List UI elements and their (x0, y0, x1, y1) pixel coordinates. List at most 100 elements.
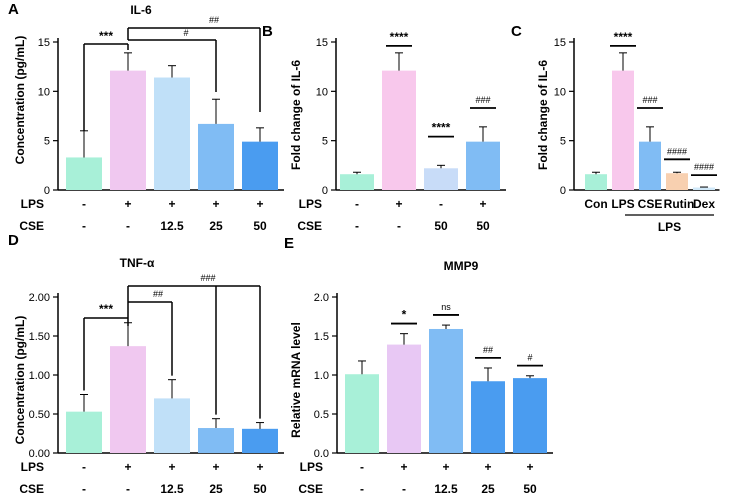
bar (154, 398, 190, 453)
y-tick-label: 0.5 (314, 409, 329, 421)
sig-label: **** (614, 30, 633, 44)
condition-cell: - (82, 219, 86, 233)
bar (466, 141, 500, 190)
condition-cell: 50 (434, 219, 448, 233)
bar (666, 173, 688, 190)
category-label: Dex (693, 197, 715, 211)
bar (198, 428, 234, 453)
condition-cell: 12.5 (160, 219, 184, 233)
y-tick-label: 0 (322, 185, 328, 197)
sig-label: #### (694, 162, 714, 172)
condition-cell: - (126, 482, 130, 496)
y-tick-label: 1.0 (314, 370, 329, 382)
bar (639, 141, 661, 190)
sig-label: **** (390, 30, 409, 44)
bar (66, 157, 102, 190)
y-tick-label: 10 (316, 86, 328, 98)
bar (242, 141, 278, 190)
condition-cell: + (168, 460, 175, 474)
condition-row-label: LPS (299, 197, 322, 211)
condition-cell: - (355, 219, 359, 233)
condition-cell: 12.5 (434, 482, 458, 496)
condition-cell: 50 (253, 482, 267, 496)
condition-cell: + (479, 197, 486, 211)
condition-row-label: CSE (298, 482, 323, 496)
condition-cell: + (168, 197, 175, 211)
condition-cell: 50 (476, 219, 490, 233)
condition-cell: - (82, 460, 86, 474)
condition-cell: + (256, 460, 263, 474)
y-tick-label: 0 (44, 185, 50, 197)
condition-cell: - (82, 482, 86, 496)
bar (110, 70, 146, 190)
y-tick-label: 5 (322, 136, 328, 148)
category-label: CSE (638, 197, 663, 211)
chart-title: TNF-α (120, 256, 155, 270)
category-label: Rutin (664, 197, 695, 211)
panel-label: C (511, 23, 522, 40)
bar (424, 168, 458, 190)
condition-cell: - (126, 219, 130, 233)
condition-cell: + (484, 460, 491, 474)
category-label: LPS (611, 197, 634, 211)
sig-label: **** (432, 121, 451, 135)
sig-label: ### (475, 95, 490, 105)
panel-label: B (262, 23, 273, 40)
condition-row-label: LPS (21, 197, 44, 211)
bar (154, 77, 190, 190)
y-tick-label: 0.50 (29, 409, 50, 421)
chart-title: MMP9 (444, 259, 479, 273)
y-axis-label: Relative mRNA level (289, 322, 303, 438)
sig-label: ns (441, 302, 451, 312)
y-tick-label: 5 (44, 136, 50, 148)
chart-title: IL-6 (130, 3, 152, 17)
panel-label: A (8, 1, 19, 18)
condition-cell: + (442, 460, 449, 474)
y-axis-label: Concentration (pg/mL) (13, 316, 27, 445)
sig-label: * (402, 308, 407, 322)
condition-cell: + (400, 460, 407, 474)
sig-label: ## (483, 345, 493, 355)
sig-label: ### (642, 95, 657, 105)
panel-label: E (284, 235, 294, 252)
bar (198, 123, 234, 190)
condition-cell: - (82, 197, 86, 211)
condition-cell: - (397, 219, 401, 233)
condition-cell: 25 (209, 482, 223, 496)
bar (345, 374, 379, 453)
y-tick-label: 5 (560, 136, 566, 148)
y-axis-label: Fold change of IL-6 (289, 60, 303, 170)
y-tick-label: 0.00 (29, 448, 50, 460)
category-label: Con (584, 197, 607, 211)
bar (110, 346, 146, 453)
condition-cell: 50 (253, 219, 267, 233)
bar (387, 344, 421, 453)
condition-cell: + (526, 460, 533, 474)
y-tick-label: 15 (554, 37, 566, 49)
condition-cell: - (360, 460, 364, 474)
bar (585, 174, 607, 190)
condition-cell: - (439, 197, 443, 211)
sig-label: ## (153, 289, 163, 299)
bar (471, 381, 505, 453)
group-label: LPS (658, 220, 681, 234)
bar (66, 411, 102, 453)
condition-cell: + (256, 197, 263, 211)
sig-label: # (183, 28, 188, 38)
condition-cell: - (355, 197, 359, 211)
y-tick-label: 1.50 (29, 331, 50, 343)
condition-cell: + (212, 197, 219, 211)
y-tick-label: 15 (38, 37, 50, 49)
y-tick-label: 10 (38, 86, 50, 98)
sig-label: *** (99, 29, 113, 43)
condition-cell: + (212, 460, 219, 474)
panel-label: D (8, 232, 19, 249)
condition-row-label: CSE (19, 482, 44, 496)
condition-cell: 12.5 (160, 482, 184, 496)
condition-cell: + (124, 460, 131, 474)
sig-label: #### (667, 146, 687, 156)
condition-row-label: LPS (300, 460, 323, 474)
bar (242, 428, 278, 453)
y-tick-label: 0 (560, 185, 566, 197)
